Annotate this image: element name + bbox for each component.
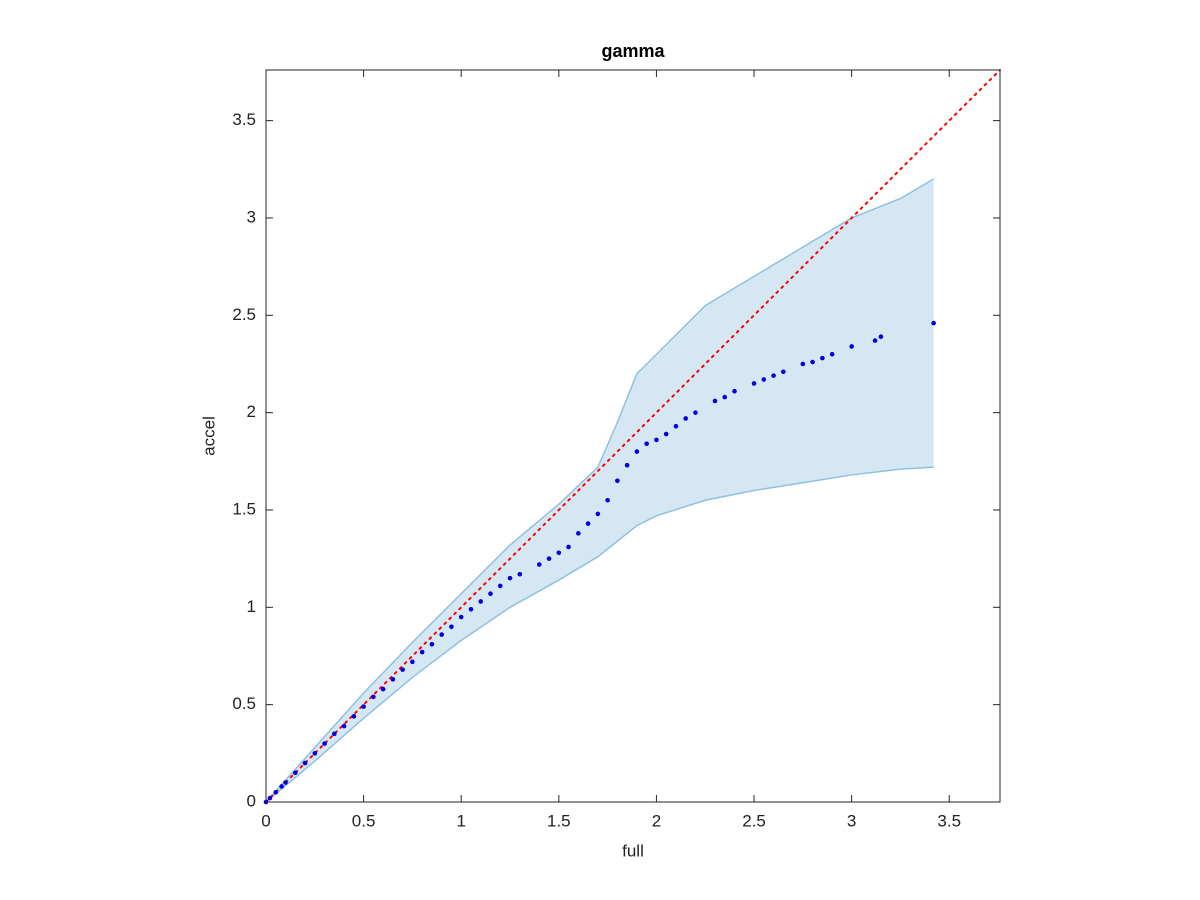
data-point: [429, 642, 435, 647]
data-point: [810, 359, 815, 365]
data-point: [439, 632, 444, 637]
data-point: [800, 361, 806, 367]
data-point: [478, 599, 484, 604]
x-tick-label: 2.5: [742, 811, 766, 830]
data-point: [341, 723, 347, 729]
x-tick-label: 1.5: [547, 811, 571, 830]
data-point: [400, 667, 405, 672]
data-point: [566, 544, 571, 550]
data-point: [273, 789, 279, 795]
data-point: [449, 624, 454, 630]
data-point: [585, 521, 591, 526]
data-point: [302, 760, 308, 766]
data-point: [712, 398, 718, 404]
data-point: [351, 714, 357, 719]
data-point: [820, 355, 825, 361]
x-tick-label: 0: [261, 811, 270, 830]
x-tick-label: 3.5: [937, 811, 961, 830]
data-point: [458, 614, 464, 620]
x-axis-label: full: [622, 841, 644, 860]
data-point: [595, 511, 601, 517]
data-point: [322, 741, 327, 746]
y-tick-label: 3: [247, 207, 256, 226]
data-point: [693, 410, 698, 415]
data-point: [488, 591, 493, 596]
data-point: [663, 431, 669, 437]
y-axis-label: accel: [199, 416, 218, 456]
data-point: [654, 437, 659, 443]
data-point: [576, 531, 581, 536]
data-point: [371, 694, 376, 700]
data-point: [849, 344, 854, 349]
data-point: [312, 751, 318, 756]
data-point: [732, 388, 737, 394]
y-tick-label: 3.5: [232, 110, 256, 129]
axes-box: [265, 69, 1001, 803]
data-point: [507, 575, 513, 581]
y-tick-label: 0: [247, 791, 256, 810]
data-point: [872, 338, 878, 343]
data-point: [615, 478, 620, 484]
data-point: [624, 462, 630, 468]
data-point: [410, 659, 415, 665]
data-point: [267, 795, 273, 801]
y-tick-label: 1.5: [232, 499, 256, 518]
data-point: [497, 583, 503, 589]
data-point: [390, 677, 396, 682]
y-tick-label: 1: [247, 597, 256, 616]
chart-title: gamma: [601, 41, 665, 61]
x-tick-label: 0.5: [352, 811, 376, 830]
x-tick-label: 2: [652, 811, 661, 830]
data-point: [468, 606, 474, 612]
data-point: [931, 320, 936, 326]
data-point: [332, 731, 337, 737]
data-point: [605, 497, 610, 503]
data-point: [546, 556, 552, 561]
data-point: [683, 416, 689, 421]
data-point: [292, 770, 298, 776]
data-point: [536, 562, 542, 567]
data-point: [517, 571, 523, 577]
y-tick-label: 0.5: [232, 694, 256, 713]
data-point: [279, 784, 284, 789]
y-tick-label: 2: [247, 402, 256, 421]
data-point: [419, 649, 425, 655]
band-lower: [265, 466, 934, 803]
x-tick-label: 1: [456, 811, 465, 830]
x-tick-label: 3: [847, 811, 856, 830]
data-point: [556, 550, 562, 556]
data-point: [380, 686, 386, 692]
reference-line: [265, 69, 1001, 803]
data-point: [761, 377, 767, 382]
data-point: [751, 381, 757, 386]
data-point: [361, 704, 366, 709]
data-point: [644, 441, 649, 447]
data-point: [771, 373, 776, 378]
band-upper: [265, 178, 935, 803]
data-point: [283, 780, 288, 785]
data-point: [829, 351, 835, 357]
data-point: [673, 423, 679, 429]
data-point: [781, 369, 786, 375]
data-point: [722, 394, 728, 400]
data-point: [878, 334, 884, 340]
y-tick-label: 2.5: [232, 305, 256, 324]
data-point: [634, 449, 640, 454]
